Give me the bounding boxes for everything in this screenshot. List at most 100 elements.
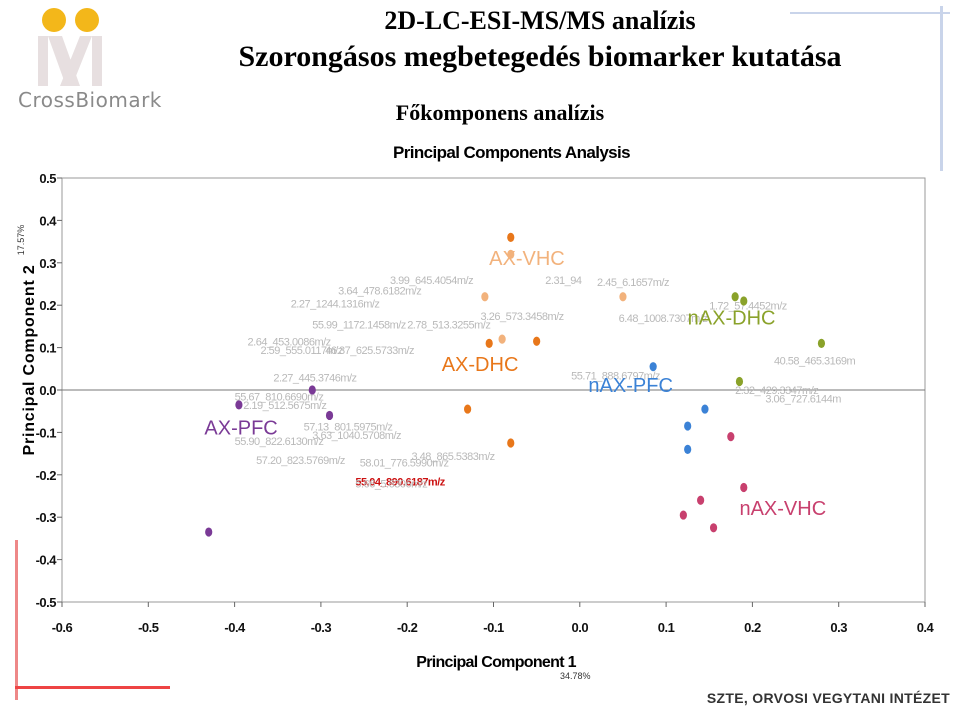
feature-annotation: 2.27_1244.1316m/z (291, 298, 380, 310)
data-point-ax-dhc (507, 232, 515, 242)
data-point-nax-vhc (697, 495, 705, 505)
x-tick-label: 0.3 (830, 620, 847, 635)
y-tick-label: 0.3 (39, 256, 56, 271)
logo-dot-left (42, 8, 66, 32)
data-point-nax-vhc (679, 510, 687, 520)
y-tick-label: 0.0 (39, 383, 56, 398)
data-point-nax-dhc (740, 296, 748, 306)
y-tick-label: 0.1 (39, 341, 56, 356)
y-tick-label: -0.3 (36, 510, 57, 525)
y-tick-label: 0.5 (39, 171, 56, 186)
feature-annotation: 2.27_445.3746m/z (273, 373, 356, 385)
x-axis-label: Principal Component 1 (416, 654, 576, 671)
x-tick-label: 0.2 (744, 620, 761, 635)
group-label-ax-vhc: AX-VHC (489, 248, 565, 270)
feature-annotation: 6.48_1008.7307m/z (619, 313, 708, 325)
y-tick-label: 0.4 (39, 213, 57, 228)
feature-annotation: 3.63_1040.5708m/z (312, 430, 401, 442)
feature-annotation: 2.64_453.0086m/z (248, 336, 331, 348)
feature-annotation: 46.37_625.5733m/z (325, 345, 414, 357)
data-point-nax-pfc (684, 421, 692, 431)
data-point-nax-vhc (727, 432, 735, 442)
feature-annotation: 2.78_513.3255m/z (407, 320, 490, 332)
data-point-ax-pfc (325, 410, 334, 421)
feature-annotation: 3.64_478.6182m/z (338, 286, 421, 298)
group-label-ax-pfc: AX-PFC (204, 418, 277, 440)
slide-subtitle: Főkomponens analízis (395, 100, 605, 125)
y-tick-label: -0.4 (36, 553, 58, 568)
feature-annotation: 2.31_94 (545, 275, 582, 287)
x-tick-label: 0.1 (658, 620, 675, 635)
x-tick-label: -0.6 (52, 620, 73, 635)
x-tick-label: -0.2 (397, 620, 418, 635)
logo-dot-right (75, 8, 99, 32)
crossbiomark-logo (38, 8, 102, 86)
pca-chart: Principal Components Analysis -0.6 -0.5 -0.… (16, 143, 935, 681)
x-axis-percent: 34.78% (560, 671, 591, 681)
data-point-nax-dhc (735, 376, 744, 387)
highlight-annotation: 55.04_890.6187m/z (355, 476, 445, 488)
decor-line-right (940, 6, 943, 171)
data-point-nax-pfc (684, 444, 692, 454)
y-tick-label: -0.1 (36, 425, 57, 440)
feature-annotation: 2.45_6.1657m/z (597, 277, 669, 289)
decor-line-top (790, 12, 950, 20)
data-point-ax-dhc (464, 404, 472, 414)
feature-annotation: 55.67_810.6690m/z (235, 392, 324, 404)
feature-annotation: 1.72_57.4452m/z (709, 300, 787, 312)
data-point-ax-pfc (308, 385, 316, 395)
x-tick-label: -0.3 (311, 620, 332, 635)
y-tick-label: -0.2 (36, 468, 57, 483)
feature-annotation: 3.26_573.3458m/z (481, 311, 564, 323)
data-point-ax-dhc (485, 338, 493, 348)
data-point-ax-vhc (619, 292, 627, 302)
feature-annotation: 55.71_888.6797m/z (571, 370, 660, 382)
feature-annotation: 3.99_645.4054m/z (390, 275, 473, 287)
slide-title-line2: Szorongásos megbetegedés biomarker kutat… (238, 40, 842, 73)
data-point-nax-pfc (649, 362, 657, 372)
y-axis-percent: 17.57% (16, 225, 26, 256)
data-point-ax-dhc (533, 336, 541, 346)
data-point-nax-vhc (740, 482, 748, 493)
logo-text-cross: Cross (18, 88, 76, 112)
y-tick-label: -0.5 (36, 595, 57, 610)
feature-annotation: 2.19_512.5675m/z (243, 400, 326, 412)
y-axis-label: Principal Component 2 (21, 264, 38, 455)
data-point-ax-vhc (481, 292, 489, 302)
feature-annotation: 3.06_727.6144m (765, 394, 841, 406)
data-point-ax-dhc (507, 438, 515, 448)
y-tick-label: 0.2 (39, 298, 56, 313)
group-label-nax-vhc: nAX-VHC (739, 498, 826, 520)
feature-annotation: 57.20_823.5769m/z (256, 455, 345, 467)
decor-line-bottom (15, 686, 170, 689)
data-point-ax-pfc (235, 400, 243, 410)
data-point-ax-pfc (205, 527, 213, 537)
logo-text: CrossBiomark (18, 88, 162, 112)
x-tick-label: -0.1 (483, 620, 504, 635)
feature-annotation: 57.13_801.5975m/z (304, 421, 393, 433)
logo-mark (38, 36, 102, 86)
logo-text-biomark: Biomark (75, 88, 162, 112)
decor-line-left (15, 540, 18, 700)
chart-title: Principal Components Analysis (393, 143, 630, 162)
x-tick-label: -0.4 (224, 620, 246, 635)
footer-institute: SZTE, ORVOSI VEGYTANI INTÉZET (706, 690, 950, 706)
slide-title-line1: 2D-LC-ESI-MS/MS analízis (384, 6, 696, 35)
data-point-ax-vhc (507, 249, 515, 259)
group-label-nax-pfc: nAX-PFC (588, 375, 672, 397)
x-tick-label: -0.5 (138, 620, 159, 635)
x-tick-label: 0.0 (572, 620, 589, 635)
feature-annotation: 5.66_5.6306m/z (355, 479, 427, 491)
data-point-nax-pfc (701, 404, 709, 414)
data-point-nax-dhc (731, 292, 739, 302)
group-label-ax-dhc: AX-DHC (442, 354, 519, 376)
feature-annotation: 55.99_1172.1458m/z (312, 320, 406, 332)
group-label-nax-dhc: nAX-DHC (688, 307, 776, 329)
data-point-nax-dhc (817, 338, 826, 348)
feature-annotation: 55.90_822.6130m/z (235, 436, 324, 448)
data-point-ax-vhc (498, 334, 506, 344)
data-point-nax-vhc (709, 523, 718, 533)
feature-annotation: 3.48_865.5383m/z (412, 451, 495, 463)
feature-annotation: 2.32_429.3347m/z (735, 385, 818, 397)
x-tick-label: 0.4 (917, 620, 935, 635)
